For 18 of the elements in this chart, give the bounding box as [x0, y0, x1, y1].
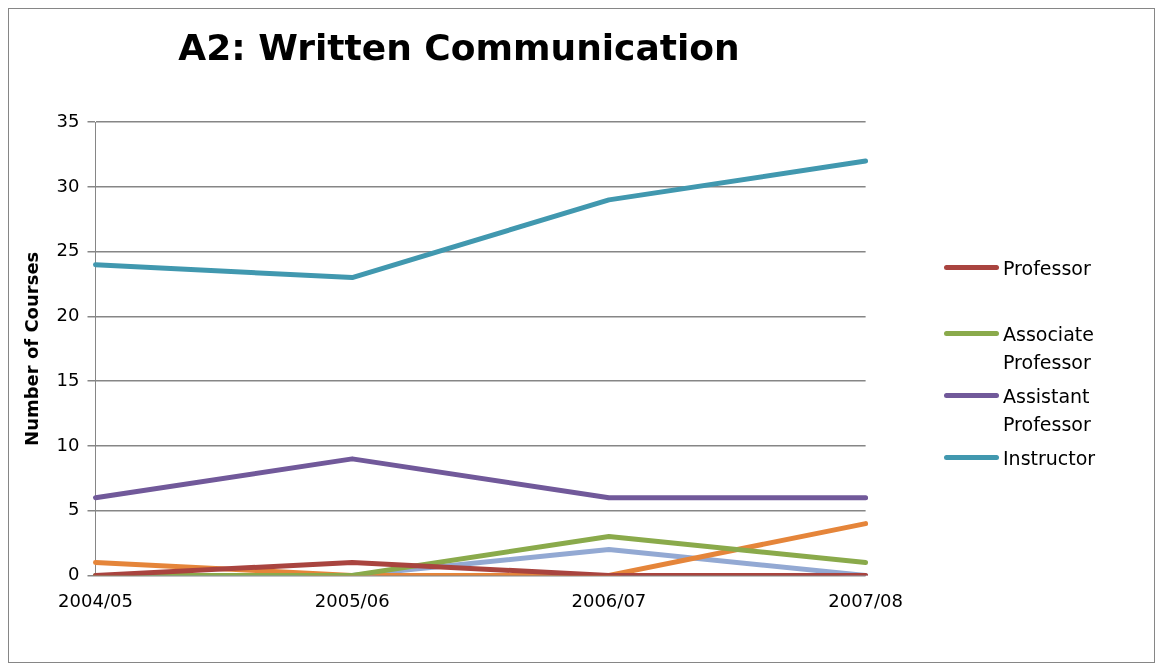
legend-label: Instructor	[1003, 446, 1097, 471]
y-tick-label: 15	[56, 368, 80, 390]
chart-title: A2: Written Communication	[178, 26, 740, 68]
legend-label: Associate Professor	[1003, 322, 1095, 375]
y-axis-title: Number of Courses	[21, 251, 43, 446]
y-tick-label: 35	[56, 109, 80, 131]
y-tick-label: 5	[68, 498, 80, 520]
y-tick-label: 25	[56, 239, 80, 261]
x-tick-label: 2004/05	[58, 589, 133, 611]
y-tick-label: 0	[68, 563, 80, 585]
legend-label: Assistant Professor	[1003, 384, 1092, 437]
legend-label: Professor	[1003, 256, 1092, 281]
x-tick-label: 2005/06	[314, 589, 390, 611]
y-tick-label: 10	[56, 433, 80, 455]
y-tick-label: 20	[56, 304, 80, 326]
y-tick-label: 30	[56, 174, 80, 196]
x-tick-label: 2007/08	[828, 589, 903, 611]
x-tick-label: 2006/07	[571, 589, 647, 611]
